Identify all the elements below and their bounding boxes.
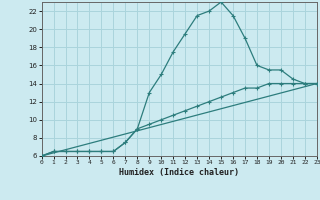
- X-axis label: Humidex (Indice chaleur): Humidex (Indice chaleur): [119, 168, 239, 177]
